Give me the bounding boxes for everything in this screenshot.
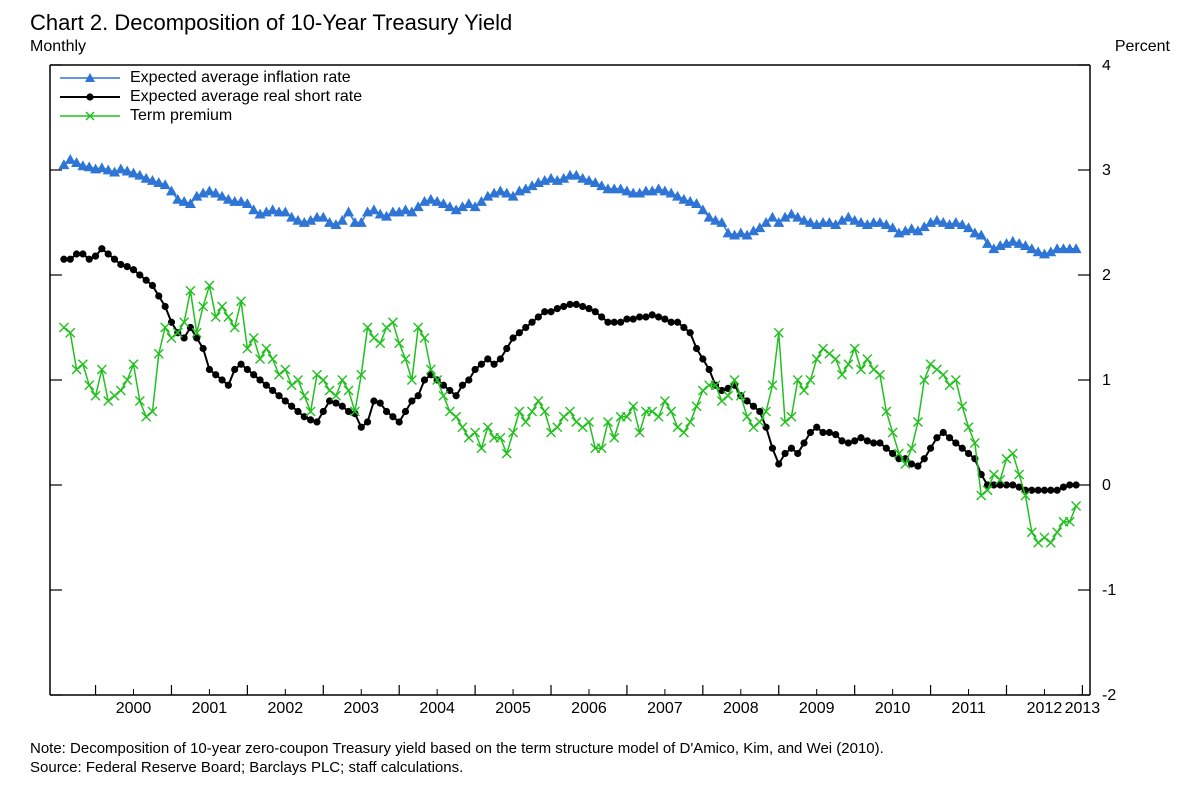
chart-source: Source: Federal Reserve Board; Barclays … <box>30 759 463 778</box>
chart-container: Chart 2. Decomposition of 10-Year Treasu… <box>0 0 1200 791</box>
svg-text:2009: 2009 <box>799 700 835 717</box>
svg-text:2000: 2000 <box>116 700 152 717</box>
chart-subtitle-right: Percent <box>1115 38 1170 56</box>
svg-text:2004: 2004 <box>419 700 455 717</box>
svg-text:2007: 2007 <box>647 700 683 717</box>
svg-text:-2: -2 <box>1102 687 1116 704</box>
svg-text:2005: 2005 <box>495 700 531 717</box>
svg-text:2008: 2008 <box>723 700 759 717</box>
svg-text:0: 0 <box>1102 477 1111 494</box>
svg-text:2003: 2003 <box>343 700 379 717</box>
chart-plot: -2 -1 0 1 2 3 4 2000 2001 2002 2003 2004 2005 2006 200… <box>30 60 1140 720</box>
svg-text:2006: 2006 <box>571 700 607 717</box>
svg-text:2001: 2001 <box>192 700 228 717</box>
svg-text:1: 1 <box>1102 372 1111 389</box>
svg-text:-1: -1 <box>1102 582 1116 599</box>
svg-text:2010: 2010 <box>875 700 911 717</box>
svg-text:2: 2 <box>1102 267 1111 284</box>
svg-text:2002: 2002 <box>268 700 304 717</box>
chart-title: Chart 2. Decomposition of 10-Year Treasu… <box>30 10 512 36</box>
svg-text:2013: 2013 <box>1065 700 1101 717</box>
svg-text:2012: 2012 <box>1027 700 1063 717</box>
chart-note: Note: Decomposition of 10-year zero-coup… <box>30 740 884 759</box>
chart-subtitle-left: Monthly <box>30 38 86 56</box>
svg-text:2011: 2011 <box>951 700 986 717</box>
svg-text:4: 4 <box>1102 60 1111 74</box>
svg-text:3: 3 <box>1102 162 1111 179</box>
